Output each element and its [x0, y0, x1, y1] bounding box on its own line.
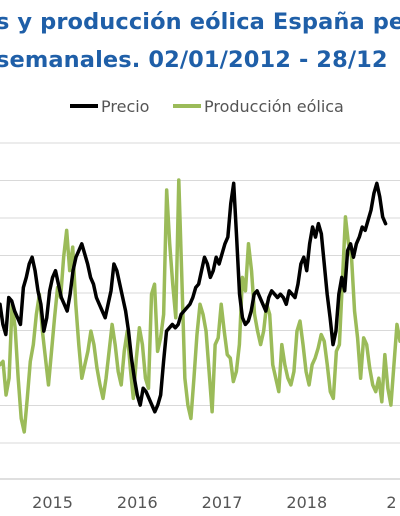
x-tick-label: 2: [386, 493, 396, 512]
x-tick-label: 2018: [286, 493, 327, 512]
series-line-produccion-eolica: [0, 178, 400, 434]
x-tick-labels: 2015 2016 2017 2018 2: [32, 493, 396, 512]
legend-label-precio: Precio: [101, 97, 149, 116]
legend-label-produccion-eolica: Producción eólica: [204, 97, 344, 116]
series-layer: [0, 178, 400, 434]
x-tick-label: 2015: [32, 493, 73, 512]
grid-lines: [0, 142, 400, 480]
x-tick-label: 2016: [117, 493, 158, 512]
chart-title-line-1: s y producción eólica España pen: [0, 9, 400, 35]
legend: Precio Producción eólica: [70, 97, 344, 116]
x-tick-label: 2017: [202, 493, 243, 512]
chart-title-line-2: semanales. 02/01/2012 - 28/12: [0, 47, 388, 73]
series-line-precio: [0, 181, 388, 414]
